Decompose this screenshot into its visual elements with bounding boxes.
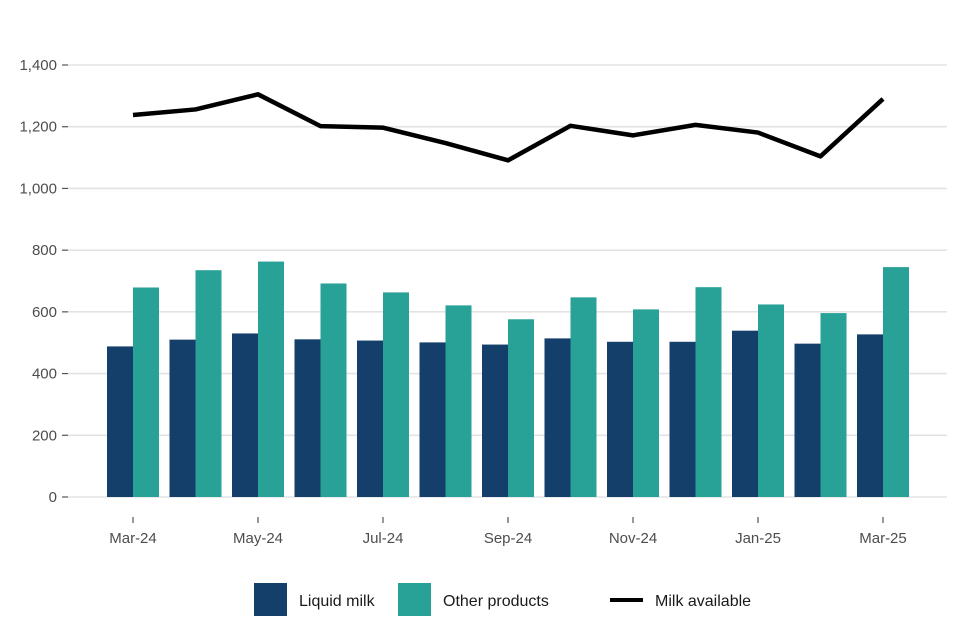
legend-label-milk-available: Milk available [655,593,751,610]
bar-liquid-milk-Oct-24 [544,338,571,497]
legend-swatch-liquid-milk [254,583,287,616]
bar-other-products-Jan-25 [758,304,784,497]
x-tick-label: Sep-24 [484,530,532,547]
x-tick-label: Jan-25 [735,530,781,547]
bar-other-products-May-24 [258,261,284,497]
y-tick-label: 0 [49,489,57,506]
bar-other-products-Sep-24 [508,319,534,497]
bar-other-products-Dec-24 [695,287,722,497]
milk-available-line-group [132,92,885,163]
x-axis: Mar-24 May-24 Jul-24 Sep-24 Nov-24 Jan-25 Mar-… [109,517,907,547]
x-tick-label: Mar-25 [859,530,907,547]
bar-liquid-milk-Sep-24 [482,344,508,497]
y-axis: 0 200 400 600 800 1,000 1,200 1,400 [19,57,68,506]
bar-liquid-milk-Apr-24 [169,339,196,497]
bar-liquid-milk-Mar-25 [857,334,883,497]
x-tick-label: May-24 [233,530,283,547]
x-tick-label: Mar-24 [109,530,157,547]
legend-label-liquid-milk: Liquid milk [299,593,376,610]
x-tick-label: Nov-24 [609,530,657,547]
bar-liquid-milk-Feb-25 [794,343,821,497]
bar-other-products-Apr-24 [195,270,222,497]
bar-other-products-Aug-24 [445,305,472,497]
bar-liquid-milk-Aug-24 [419,342,446,497]
legend-swatch-other-products [398,583,431,616]
bar-liquid-milk-Nov-24 [607,341,633,497]
y-tick-label: 200 [32,427,57,444]
bar-liquid-milk-May-24 [232,333,258,497]
bar-liquid-milk-Mar-24 [107,346,133,497]
y-tick-label: 1,400 [19,57,57,74]
bar-other-products-Oct-24 [570,297,597,497]
bar-other-products-Nov-24 [633,309,659,497]
bar-other-products-Jun-24 [320,283,347,497]
bars [107,261,909,497]
bar-liquid-milk-Jan-25 [732,330,758,497]
bar-liquid-milk-Dec-24 [669,341,696,497]
bar-other-products-Mar-24 [133,287,159,497]
y-tick-label: 800 [32,242,57,259]
bar-liquid-milk-Jun-24 [294,339,321,497]
y-tick-label: 400 [32,366,57,383]
bar-other-products-Mar-25 [883,267,909,497]
bar-liquid-milk-Jul-24 [357,340,383,497]
x-tick-label: Jul-24 [363,530,404,547]
line-milk-available [132,92,885,163]
y-tick-label: 1,200 [19,119,57,136]
y-tick-label: 1,000 [19,180,57,197]
y-tick-label: 600 [32,304,57,321]
legend: Liquid milk Other products Milk availabl… [254,583,751,616]
bar-other-products-Jul-24 [383,292,409,497]
bar-other-products-Feb-25 [820,313,847,497]
legend-label-other-products: Other products [443,593,549,610]
